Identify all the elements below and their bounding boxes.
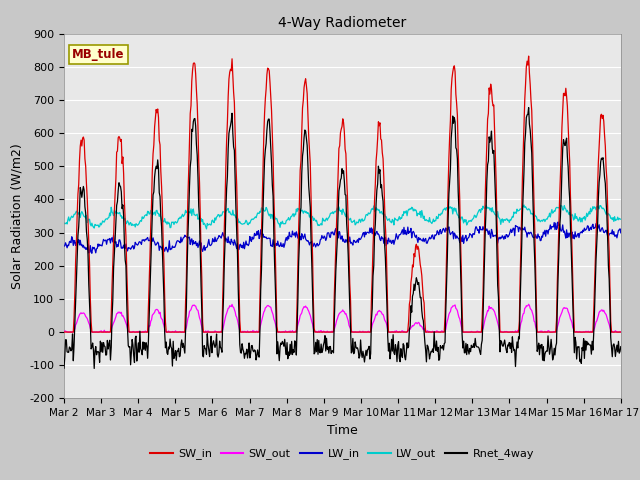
Legend: SW_in, SW_out, LW_in, LW_out, Rnet_4way: SW_in, SW_out, LW_in, LW_out, Rnet_4way [146,444,539,464]
Text: MB_tule: MB_tule [72,48,125,61]
Y-axis label: Solar Radiation (W/m2): Solar Radiation (W/m2) [11,143,24,289]
X-axis label: Time: Time [327,424,358,437]
Title: 4-Way Radiometer: 4-Way Radiometer [278,16,406,30]
